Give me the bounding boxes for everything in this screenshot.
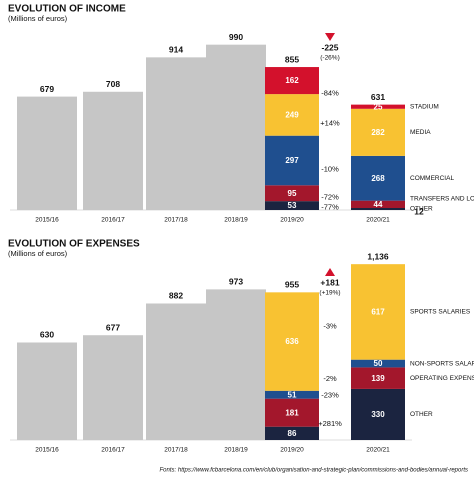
legend-label: SPORTS SALARIES [410, 309, 471, 316]
bar-segment [265, 426, 319, 440]
x-tick-label: 2019/20 [280, 217, 304, 224]
total-label: 882 [169, 291, 183, 301]
segment-label: 86 [288, 429, 297, 438]
chart-title: EVOLUTION OF INCOME [8, 4, 126, 15]
change-label: -2% [323, 374, 337, 383]
legend-label: NON-SPORTS SALARIES [410, 360, 474, 367]
segment-label: 95 [288, 189, 297, 198]
change-percent: (+19%) [319, 290, 340, 297]
bar [146, 57, 206, 210]
total-label: 990 [229, 32, 243, 42]
total-label: 914 [169, 45, 183, 55]
segment-label: 44 [374, 200, 383, 209]
bar-segment [351, 359, 405, 368]
footer: Fonts: https://www.fcbarcelona.com/en/cl… [160, 468, 468, 474]
bar [17, 96, 77, 210]
segment-label: 25 [374, 102, 383, 111]
x-tick-label: 2017/18 [164, 447, 188, 454]
segment-label: 51 [288, 390, 297, 399]
legend-label: OTHER [410, 411, 433, 418]
segment-label: 181 [285, 408, 299, 417]
segment-label: 617 [371, 308, 385, 317]
segment-label: 50 [374, 359, 383, 368]
change-label: +14% [320, 119, 340, 128]
legend-label: MEDIA [410, 129, 431, 136]
x-tick-label: 2018/19 [224, 217, 248, 224]
bar-segment [265, 292, 319, 391]
segment-label: 268 [371, 174, 385, 183]
bar [146, 303, 206, 440]
change-label: -23% [321, 390, 339, 399]
total-label: 973 [229, 277, 243, 287]
x-tick-label: 2017/18 [164, 217, 188, 224]
segment-label: 330 [371, 410, 385, 419]
total-label: 630 [40, 330, 54, 340]
bar-segment [265, 185, 319, 202]
segment-label: 53 [288, 201, 297, 210]
x-tick-label: 2018/19 [224, 447, 248, 454]
change-label: -77% [321, 202, 339, 211]
bar-segment [265, 67, 319, 95]
bar [17, 342, 77, 440]
total-label: 677 [106, 322, 120, 332]
bar-segment [265, 201, 319, 210]
segment-label: 636 [285, 337, 299, 346]
bar-segment [265, 390, 319, 399]
bar-segment [351, 104, 405, 109]
x-tick-label: 2016/17 [101, 217, 125, 224]
change-value: +181 [320, 277, 339, 287]
bar-segment [265, 398, 319, 427]
bar-segment [351, 207, 405, 210]
legend-label: STADIUM [410, 103, 439, 110]
legend-label: OPERATING EXPENSES [410, 375, 474, 382]
bar [206, 44, 266, 210]
bar-segment [265, 94, 319, 136]
segment-label: 297 [285, 156, 299, 165]
legend-label: OTHER [410, 206, 433, 213]
change-label: -10% [321, 164, 339, 173]
total-label: 631 [371, 92, 385, 102]
legend-label: COMMERCIAL [410, 175, 454, 182]
bar-segment [265, 135, 319, 186]
segment-label: 12 [414, 206, 424, 216]
chart-title: EVOLUTION OF EXPENSES [8, 239, 140, 250]
x-tick-label: 2015/16 [35, 217, 59, 224]
total-label: 708 [106, 79, 120, 89]
change-arrow [325, 268, 335, 276]
bar-segment [351, 388, 405, 440]
chart-subtitle: (Millions of euros) [8, 249, 68, 258]
x-tick-label: 2019/20 [280, 447, 304, 454]
bar-segment [351, 155, 405, 201]
x-tick-label: 2020/21 [366, 447, 390, 454]
x-tick-label: 2016/17 [101, 447, 125, 454]
legend-label: TRANSFERS AND LOANS [410, 196, 474, 203]
bar-segment [351, 264, 405, 360]
change-value: -225 [321, 42, 338, 52]
x-tick-label: 2020/21 [366, 217, 390, 224]
segment-label: 139 [371, 374, 385, 383]
change-percent: (-26%) [320, 55, 340, 62]
total-label: 1,136 [367, 251, 389, 261]
chart-subtitle: (Millions of euros) [8, 14, 68, 23]
total-label: 855 [285, 54, 299, 64]
bar [83, 91, 143, 210]
bar-segment [351, 200, 405, 208]
segment-label: 282 [371, 128, 385, 137]
total-label: 955 [285, 280, 299, 290]
bar [206, 289, 266, 440]
segment-label: 249 [285, 111, 299, 120]
bar-segment [351, 367, 405, 389]
change-label: -72% [321, 192, 339, 201]
x-tick-label: 2015/16 [35, 447, 59, 454]
bar [83, 335, 143, 440]
change-label: +281% [318, 419, 342, 428]
segment-label: 162 [285, 76, 299, 85]
change-label: -84% [321, 89, 339, 98]
total-label: 679 [40, 84, 54, 94]
change-arrow [325, 33, 335, 41]
bar-segment [351, 108, 405, 156]
change-label: -3% [323, 322, 337, 331]
